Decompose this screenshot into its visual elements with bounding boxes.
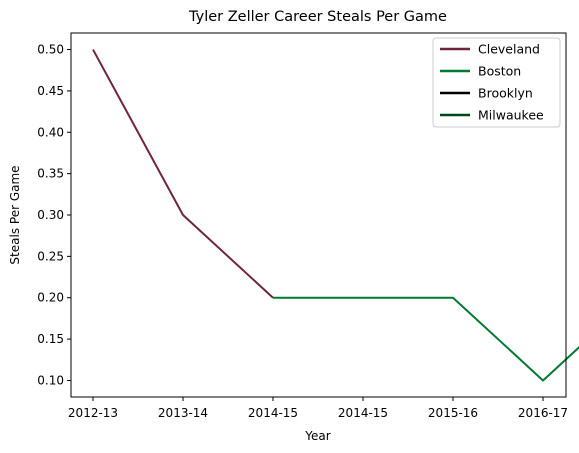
legend: Cleveland Boston Brooklyn Milwaukee [432,37,561,128]
y-tick-label: 0.15 [37,332,64,346]
x-tick-label: 2012-13 [68,406,118,420]
y-axis-ticks: 0.10 0.15 0.20 0.25 0.30 0.35 0.40 0.45 0.50 [37,43,71,387]
y-axis-label: Steals Per Game [8,165,22,264]
y-tick-label: 0.10 [37,373,64,387]
legend-label: Cleveland [478,42,540,57]
legend-label: Milwaukee [478,108,544,123]
x-tick-label: 2014-15 [248,406,298,420]
plot-lines [92,49,579,382]
y-tick-label: 0.45 [37,84,64,98]
y-tick-label: 0.35 [37,167,64,181]
series-line-boston [273,296,579,382]
y-tick-label: 0.50 [37,43,64,57]
legend-label: Brooklyn [478,86,533,101]
series-line-cleveland [92,49,274,299]
legend-item-cleveland: Cleveland [440,42,540,57]
x-tick-label: 2015-16 [428,406,478,420]
y-tick-label: 0.25 [37,249,64,263]
legend-label: Boston [478,64,521,79]
x-tick-label: 2014-15 [338,406,388,420]
legend-item-boston: Boston [440,64,521,79]
chart-title: Tyler Zeller Career Steals Per Game [188,9,447,25]
legend-box [432,37,561,128]
x-tick-label: 2016-17 [518,406,568,420]
x-axis-ticks: 2012-13 2013-14 2014-15 2014-15 2015-16 2016-… [68,397,568,420]
legend-item-milwaukee: Milwaukee [440,108,544,123]
x-tick-label: 2013-14 [158,406,208,420]
x-axis-label: Year [304,429,330,443]
y-tick-label: 0.20 [37,291,64,305]
legend-item-brooklyn: Brooklyn [440,86,533,101]
y-tick-label: 0.40 [37,125,64,139]
y-tick-label: 0.30 [37,208,64,222]
